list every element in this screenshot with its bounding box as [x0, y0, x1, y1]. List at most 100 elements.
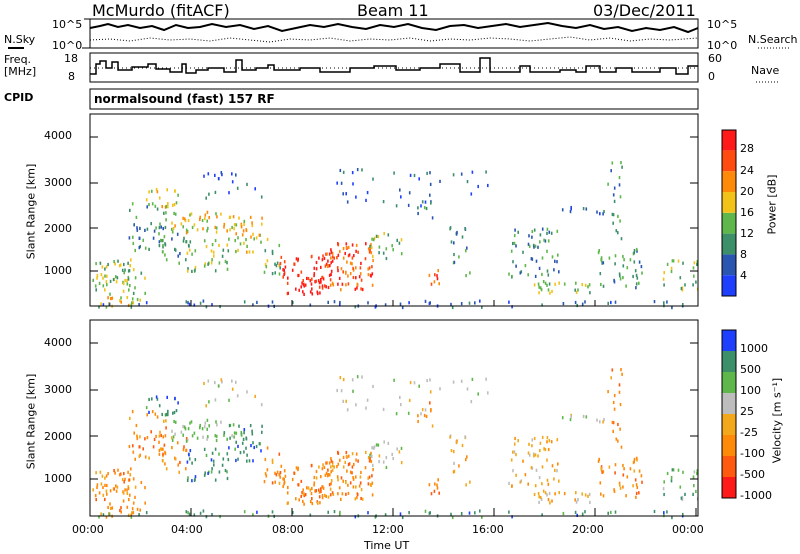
power-cell [226, 261, 228, 265]
power-cell [547, 273, 550, 277]
velocity-cell [622, 485, 624, 489]
velocity-cell [612, 400, 615, 405]
velocity-cell [106, 483, 108, 488]
power-cell [383, 231, 385, 236]
power-cell [332, 283, 335, 287]
velocity-cell [205, 515, 208, 519]
velocity-cell [351, 452, 354, 456]
velocity-cell [361, 375, 363, 379]
velocity-cell [214, 447, 217, 451]
velocity-cell [345, 454, 348, 458]
power-cell [358, 275, 361, 279]
power-cell [641, 271, 643, 275]
power-cell [112, 277, 115, 282]
velocity-cell [672, 468, 675, 472]
power-cell [577, 288, 579, 292]
velocity-cell [162, 459, 164, 463]
power-cell [342, 247, 345, 251]
power-cell [671, 306, 673, 310]
power-cell [369, 248, 371, 252]
power-cell [562, 302, 565, 306]
velocity-cell [663, 480, 665, 484]
power-ytick-4000: 4000 [44, 129, 72, 142]
velocity-cell [139, 435, 141, 439]
velocity-cell [331, 468, 334, 472]
velocity-cell [226, 470, 228, 474]
velocity-cell [204, 421, 207, 425]
power-cell [682, 261, 684, 265]
power-cell [602, 261, 605, 265]
velocity-cell [185, 467, 187, 471]
power-cell [206, 229, 208, 233]
nave-label: Nave [751, 64, 780, 77]
power-cell [129, 264, 132, 268]
velocity-cell [235, 440, 237, 444]
velocity-cell [619, 483, 621, 487]
velocity-cell [317, 488, 320, 492]
power-cell [108, 302, 111, 306]
velocity-cell [517, 439, 519, 443]
velocity-cell [357, 459, 359, 463]
velocity-cell [471, 377, 474, 381]
power-cell [130, 305, 133, 309]
velocity-cell [203, 381, 205, 386]
velocity-cell [548, 491, 551, 496]
velocity-cell [246, 390, 248, 394]
velocity-cell [208, 424, 210, 428]
velocity-cell [302, 492, 305, 496]
velocity-colorbar-cell [722, 435, 736, 456]
velocity-cell [108, 512, 111, 516]
power-cell [337, 243, 340, 247]
power-cell [117, 259, 119, 263]
velocity-cell [315, 469, 318, 474]
velocity-cell [131, 511, 133, 515]
velocity-cell [341, 492, 344, 496]
velocity-cell [243, 428, 246, 432]
power-cell [196, 228, 199, 232]
velocity-cell [215, 434, 218, 438]
power-cell [400, 238, 403, 242]
velocity-cell [367, 511, 369, 515]
velocity-cell [165, 419, 167, 423]
velocity-cell [146, 413, 148, 417]
power-cell [144, 246, 147, 250]
power-cell [546, 249, 548, 253]
power-cell [111, 296, 114, 300]
beam-title: Beam 11 [357, 1, 429, 20]
velocity-cell [166, 395, 168, 399]
velocity-cell [322, 486, 325, 490]
power-cell [338, 276, 341, 280]
power-cell [214, 239, 217, 243]
power-cell [306, 276, 308, 280]
velocity-cell [620, 368, 622, 372]
velocity-cell [451, 515, 454, 520]
velocity-cell [307, 486, 310, 490]
velocity-cell [436, 486, 439, 490]
power-cell [344, 251, 346, 256]
velocity-cell [558, 479, 560, 483]
power-cell [342, 256, 345, 260]
power-cell [136, 297, 139, 302]
power-cell [182, 239, 185, 243]
power-cell [539, 286, 542, 290]
velocity-cell [148, 410, 150, 414]
power-colorbar-cell [722, 254, 736, 276]
velocity-cell [136, 437, 139, 441]
velocity-cell [160, 447, 162, 451]
velocity-cell [561, 416, 564, 420]
velocity-cell [110, 506, 112, 510]
power-cell [597, 251, 600, 255]
power-cell [619, 274, 621, 278]
power-cell [185, 258, 187, 262]
velocity-cell [215, 420, 217, 424]
velocity-cell [327, 495, 330, 499]
velocity-cell [138, 513, 140, 517]
velocity-cell [127, 485, 130, 489]
velocity-cell [314, 489, 316, 493]
velocity-cell [171, 438, 174, 442]
power-cell [537, 245, 539, 249]
velocity-cell [633, 469, 636, 473]
velocity-cell [165, 467, 168, 471]
x-tick-2000: 20:00 [572, 523, 604, 536]
power-cell [535, 259, 538, 263]
